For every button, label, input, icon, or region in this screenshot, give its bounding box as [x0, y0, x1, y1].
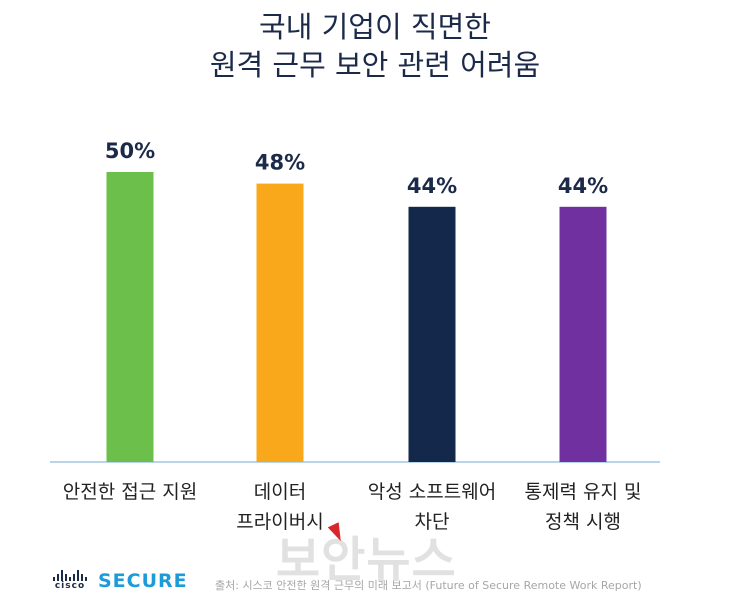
value-label-3: 44% [407, 174, 457, 198]
bar-3 [408, 206, 456, 462]
cisco-wordmark: cisco [54, 581, 86, 591]
watermark: 보안뉴스 [276, 532, 457, 588]
bar-4 [559, 206, 607, 462]
value-label-1: 50% [105, 139, 155, 163]
source-note: 출처: 시스코 안전한 원격 근무의 미래 보고서 (Future of Sec… [215, 579, 642, 592]
category-label-1-line-1: 안전한 접근 지원 [63, 481, 197, 503]
category-label-4-line-1: 통제력 유지 및 [525, 481, 642, 503]
secure-wordmark: SECURE [98, 570, 188, 592]
bar-2 [256, 183, 304, 462]
category-label-3-line-1: 악성 소프트웨어 [368, 481, 496, 503]
chart-title: 국내 기업이 직면한 원격 근무 보안 관련 어려움 [0, 8, 750, 84]
title-line-1: 국내 기업이 직면한 [259, 10, 491, 44]
title-line-2: 원격 근무 보안 관련 어려움 [209, 48, 541, 82]
value-label-4: 44% [558, 174, 608, 198]
category-label-3-line-2: 차단 [415, 511, 450, 533]
cisco-bars-icon [52, 570, 88, 581]
value-label-2: 48% [255, 151, 305, 175]
category-label-4-line-2: 정책 시행 [545, 511, 621, 533]
cisco-logo: cisco [52, 570, 88, 591]
category-label-2-line-1: 데이터 [254, 481, 306, 503]
cisco-secure-logo: cisco SECURE [52, 570, 188, 591]
bar-1 [106, 172, 154, 462]
category-label-2-line-2: 프라이버시 [236, 511, 323, 533]
